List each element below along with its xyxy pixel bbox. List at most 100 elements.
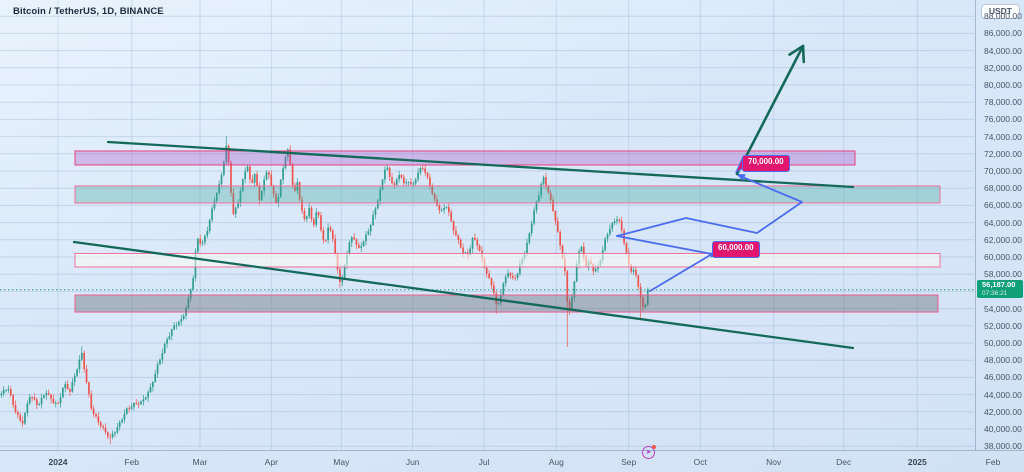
candle-body (537, 195, 540, 202)
projection-path-3[interactable] (649, 253, 713, 292)
candle-body (135, 402, 138, 404)
candle-body (519, 263, 521, 274)
candle-body (492, 285, 495, 294)
price-axis-label: 88,000.00 (984, 11, 1022, 22)
candle-body (308, 207, 310, 217)
candle (268, 170, 270, 179)
projection-path-1[interactable] (616, 175, 803, 237)
price-axis-label: 58,000.00 (984, 269, 1022, 280)
descending-resistance-trendline[interactable] (106, 140, 855, 189)
candle-body (526, 242, 528, 254)
candle (161, 348, 164, 364)
candle-body (504, 276, 507, 284)
candle (234, 206, 237, 218)
candle-body (424, 168, 427, 173)
demand-zone-54800[interactable] (74, 294, 939, 313)
candle (317, 211, 320, 219)
candle-body (12, 395, 14, 405)
candle (556, 217, 559, 233)
candle (95, 413, 97, 419)
candle-body (62, 388, 64, 398)
currency-toggle-button[interactable]: USDT (980, 4, 1020, 20)
projection-path-2[interactable] (616, 235, 713, 255)
candle (414, 177, 417, 187)
price-callout-60000[interactable]: 60,000.00 (712, 241, 760, 258)
candle (12, 393, 14, 409)
candle (429, 173, 431, 190)
candle (407, 181, 410, 186)
candle-body (175, 325, 178, 327)
candle-body (253, 174, 256, 183)
supply-zone-67000[interactable] (74, 185, 941, 204)
candle (358, 242, 360, 249)
time-axis-label: Jul (478, 457, 490, 467)
candle-body (533, 210, 535, 224)
candle-body (218, 184, 221, 193)
candle (57, 401, 59, 405)
descending-support-trendline[interactable] (72, 240, 855, 350)
candle (573, 280, 576, 302)
candle-body (618, 219, 621, 221)
candle-body (443, 207, 445, 211)
price-axis-label: 46,000.00 (984, 372, 1022, 383)
candle-body (353, 237, 355, 240)
price-axis[interactable]: 88,000.00 86,000.00 84,000.00 82,000.00 80,0… (975, 0, 1024, 451)
candle (54, 400, 57, 408)
candle (5, 388, 7, 393)
candle (443, 203, 445, 214)
symbol-title[interactable]: Bitcoin / TetherUS, 1D, BINANCE (13, 6, 164, 17)
candle (341, 274, 344, 287)
go-to-realtime-button[interactable]: ➤ (642, 445, 656, 459)
candle (545, 172, 547, 190)
candle-body (241, 179, 244, 191)
candle (144, 396, 147, 401)
candle-body (474, 237, 476, 240)
time-axis-label: Aug (548, 457, 564, 467)
price-axis-label: 60,000.00 (984, 252, 1022, 262)
candle-body (211, 208, 213, 220)
candle (298, 181, 301, 202)
price-axis-label: 52,000.00 (984, 320, 1022, 331)
candle (38, 402, 41, 406)
candle (611, 222, 614, 233)
supply-zone-72000[interactable] (74, 150, 856, 166)
candle-body (154, 373, 157, 382)
candle-body (90, 394, 93, 409)
candle-body (272, 185, 275, 194)
price-callout-70000[interactable]: 70,000.00 (742, 155, 790, 172)
candle (419, 166, 422, 176)
candle (507, 268, 509, 279)
candle (533, 206, 535, 226)
candle-body (341, 278, 344, 283)
candle-body (450, 212, 453, 222)
candle-body (448, 207, 450, 213)
candle (175, 322, 178, 330)
candle-body (47, 393, 50, 395)
candle (303, 207, 306, 222)
candle-body (83, 352, 86, 369)
candle-body (69, 388, 71, 392)
candle (365, 230, 367, 246)
candle (474, 233, 476, 241)
candle (448, 203, 450, 217)
candle-body (469, 248, 472, 256)
candle (362, 240, 365, 247)
candle (305, 215, 308, 223)
candle-body (530, 223, 533, 234)
candle (218, 180, 221, 195)
candle (130, 403, 133, 411)
time-axis[interactable]: 2024 Feb Mar Apr May Jun Jul Aug Sep Oct Nov Dec 202… (0, 450, 1024, 472)
candle-body (147, 392, 149, 398)
candle-body (445, 207, 448, 209)
candle-body (50, 394, 52, 399)
notification-dot (652, 445, 656, 449)
candle-body (552, 199, 554, 212)
candle-body (43, 395, 45, 398)
candle-body (497, 303, 500, 305)
candle (395, 177, 398, 187)
candle-body (620, 220, 623, 231)
candle-body (156, 364, 159, 374)
supply-demand-zones (74, 150, 941, 313)
breakout-arrow[interactable] (735, 44, 805, 176)
